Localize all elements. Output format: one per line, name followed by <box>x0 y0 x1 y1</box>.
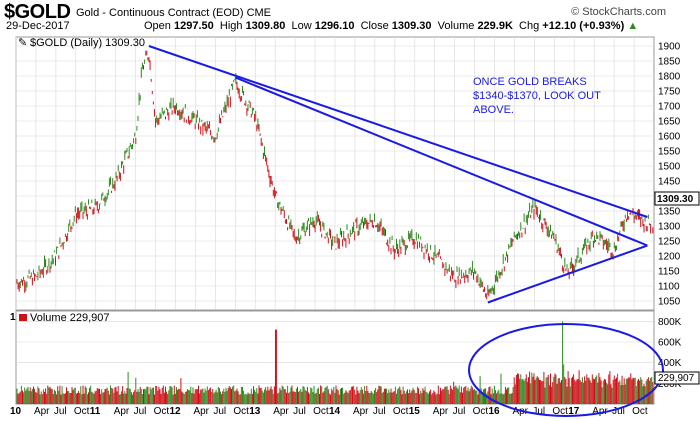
volume-x-tick-label: Jul <box>612 406 625 417</box>
price-tick-label: 1300 <box>658 222 681 233</box>
last-price-value: 1309.30 <box>657 194 694 205</box>
volume-x-tick-label: 14 <box>329 406 341 417</box>
price-tick-label: 1150 <box>658 267 680 278</box>
trendlines <box>148 45 648 304</box>
volume-x-tick-label: Apr <box>34 406 50 417</box>
price-tick-label: 1600 <box>658 132 681 143</box>
price-tick-label: 1050 <box>658 297 681 308</box>
price-tick-label: 1100 <box>658 282 680 293</box>
last-price-box <box>654 191 700 206</box>
price-grid <box>15 37 654 310</box>
price-tick-label: 1800 <box>658 72 681 83</box>
volume-x-tick-label: Jul <box>54 406 67 417</box>
volume-bars <box>16 321 654 404</box>
price-axis: 1050110011501200125013001350140014501500… <box>658 42 681 308</box>
volume-x-tick-label: Apr <box>114 406 130 417</box>
volume-x-tick-label: Jul <box>373 406 386 417</box>
volume-x-tick-label: Apr <box>433 406 449 417</box>
volume-x-tick-label: 17 <box>568 406 580 417</box>
price-tick-label: 1550 <box>658 147 681 158</box>
volume-x-tick-label: Apr <box>592 406 608 417</box>
up-arrow-icon: ▲ <box>627 20 639 32</box>
volume-value-box <box>654 371 700 385</box>
volume-x-tick-label: Oct <box>473 406 489 417</box>
volume-x-tick-label: 10 <box>10 406 22 417</box>
ohlc-readout: Open 1297.50 High 1309.80 Low 1296.10 Cl… <box>144 20 639 32</box>
volume-x-tick-label: Oct <box>233 406 249 417</box>
price-bars <box>16 50 654 300</box>
volume-x-tick-label: 13 <box>249 406 261 417</box>
contract-name: Gold - Continuous Contract (EOD) CME <box>76 7 272 19</box>
price-tick-label: 1650 <box>658 117 681 128</box>
volume-x-tick-label: Oct <box>393 406 409 417</box>
chart-header: $GOLD Gold - Continuous Contract (EOD) C… <box>0 0 700 36</box>
volume-tag: 229,907 <box>654 371 700 385</box>
price-tick-label: 1350 <box>658 207 681 218</box>
trendline <box>148 45 648 218</box>
volume-x-tick-label: Jul <box>213 406 226 417</box>
volume-x-tick-label: Oct <box>154 406 170 417</box>
volume-x-tick-label: Apr <box>353 406 369 417</box>
volume-x-tick-label: Oct <box>552 406 568 417</box>
price-tick-label: 1850 <box>658 57 681 68</box>
volume-swatch <box>19 314 27 321</box>
quote-date: 29-Dec-2017 <box>6 20 70 32</box>
annotation-line-3: ABOVE. <box>473 104 514 116</box>
price-legend-label: $GOLD (Daily) 1309.30 <box>30 37 145 49</box>
annotation-line-2: $1340-$1370, LOOK OUT <box>473 90 601 102</box>
trendline <box>234 76 648 247</box>
price-legend: ✎ $GOLD (Daily) 1309.30 <box>18 37 145 49</box>
volume-value: 229,907 <box>658 373 695 384</box>
price-tick-label: 1700 <box>658 102 681 113</box>
annotation-line-1: ONCE GOLD BREAKS <box>473 76 587 88</box>
volume-tick-label: 800K <box>658 317 682 328</box>
volume-x-tick-label: Apr <box>193 406 209 417</box>
price-tick-label: 1750 <box>658 87 681 98</box>
volume-x-tick-label: Jul <box>293 406 306 417</box>
volume-tick-label: 400K <box>658 358 682 369</box>
last-price-tag: 1309.30 <box>654 191 700 206</box>
volume-x-tick-label: 15 <box>409 406 421 417</box>
trendline <box>487 244 648 304</box>
price-tick-label: 1250 <box>658 237 681 248</box>
volume-x-tick-label: 16 <box>489 406 501 417</box>
price-tick-label: 1200 <box>658 252 681 263</box>
annotation: ONCE GOLD BREAKS $1340-$1370, LOOK OUT A… <box>473 76 601 116</box>
stockcharts-brand: © StockCharts.com <box>571 6 666 18</box>
volume-legend-label: Volume 229,907 <box>30 312 110 324</box>
volume-x-tick-label: Oct <box>74 406 90 417</box>
volume-x-tick-label: Jul <box>532 406 545 417</box>
volume-x-tick-label: Oct <box>313 406 329 417</box>
volume-legend: Volume 229,907 <box>19 312 110 324</box>
volume-x-tick-label: 11 <box>90 406 101 417</box>
volume-x-tick-label: 12 <box>170 406 182 417</box>
volume-tick-label: 600K <box>658 338 682 349</box>
volume-highlight-ellipse <box>468 323 664 417</box>
price-tick-label: 1900 <box>658 42 681 53</box>
price-tick-label: 1450 <box>658 177 681 188</box>
volume-x-tick-label: Apr <box>273 406 289 417</box>
price-tick-label: 1500 <box>658 162 681 173</box>
symbol-title: $GOLD <box>4 1 71 23</box>
pencil-icon: ✎ <box>18 37 27 49</box>
volume-x-tick-label: Jul <box>134 406 147 417</box>
volume-x-tick-label: Oct <box>632 406 648 417</box>
volume-x-tick-label: Jul <box>453 406 466 417</box>
